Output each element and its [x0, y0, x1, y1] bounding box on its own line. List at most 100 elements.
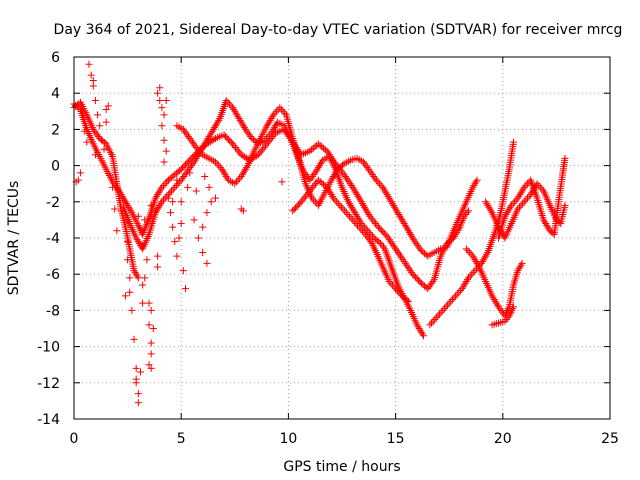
data-point-sat-a	[134, 221, 142, 229]
data-point-sat-d	[379, 183, 387, 191]
data-point-sat-c	[353, 212, 361, 220]
data-point-sat-g	[517, 261, 525, 269]
data-point-sat-c	[190, 158, 198, 166]
data-point-scatter-c	[145, 299, 153, 307]
data-point-sat-j	[501, 317, 509, 325]
data-point-sat-h	[536, 183, 544, 191]
data-point-sat-a	[399, 256, 407, 264]
data-point-sat-h	[535, 182, 543, 190]
data-point-sat-d	[332, 169, 340, 177]
data-point-sat-d	[271, 109, 279, 117]
data-point-sat-d	[221, 171, 229, 179]
data-point-sat-c	[151, 209, 159, 217]
data-point-scatter-e	[203, 209, 211, 217]
data-point-sat-c	[213, 120, 221, 128]
data-point-sat-a	[394, 248, 402, 256]
data-point-sat-b	[94, 133, 102, 141]
data-point-sat-h	[538, 185, 546, 193]
data-point-sat-c	[312, 167, 320, 175]
data-point-sat-f	[450, 294, 458, 302]
data-point-sat-d	[397, 214, 405, 222]
data-point-sat-a	[356, 196, 364, 204]
data-point-sat-f	[453, 290, 461, 298]
data-point-sat-d	[215, 162, 223, 170]
data-point-sat-c	[206, 131, 214, 139]
data-point-sat-f	[461, 279, 469, 287]
data-point-sat-e	[354, 221, 362, 229]
data-point-sat-c	[273, 120, 281, 128]
data-point-scatter-f	[109, 183, 117, 191]
data-point-sat-i	[503, 209, 511, 217]
data-point-sat-a	[316, 141, 324, 149]
data-point-sat-d	[393, 207, 401, 215]
data-point-scatter-f	[134, 212, 142, 220]
data-point-sat-e	[357, 225, 365, 233]
data-point-sat-c	[418, 330, 426, 338]
data-point-sat-a	[177, 165, 185, 173]
data-point-sat-d	[339, 161, 347, 169]
data-point-sat-b	[132, 270, 140, 278]
data-point-sat-a	[409, 270, 417, 278]
data-point-sat-a	[404, 263, 412, 271]
data-point-scatter-d	[164, 194, 172, 202]
data-point-sat-h	[520, 198, 528, 206]
data-point-sat-d	[269, 111, 277, 119]
data-point-sat-a	[380, 229, 388, 237]
data-point-sat-e	[292, 204, 300, 212]
data-point-sat-h	[485, 203, 493, 211]
data-point-sat-d	[403, 225, 411, 233]
data-point-sat-a	[222, 132, 230, 140]
data-point-sat-a	[367, 214, 375, 222]
data-point-scatter-c	[147, 350, 155, 358]
data-point-sat-e	[299, 196, 307, 204]
data-point-sat-a	[388, 239, 396, 247]
data-point-sat-b	[89, 125, 97, 133]
data-point-sat-d	[408, 232, 416, 240]
data-point-sat-e	[327, 191, 335, 199]
y-tick-label: -10	[37, 340, 60, 356]
data-point-sat-g	[471, 256, 479, 264]
data-point-sat-a	[309, 144, 317, 152]
data-point-sat-c	[185, 165, 193, 173]
data-point-sat-d	[366, 167, 374, 175]
data-point-sat-d	[412, 239, 420, 247]
data-point-sat-j	[505, 312, 513, 320]
data-point-sat-a	[405, 265, 413, 273]
data-point-sat-c	[315, 162, 323, 170]
data-point-sat-h	[522, 196, 530, 204]
data-point-sat-e	[392, 285, 400, 293]
data-point-sat-c	[200, 142, 208, 150]
data-point-sat-a	[160, 182, 168, 190]
data-point-sat-e	[289, 207, 297, 215]
data-point-sat-g	[470, 254, 478, 262]
data-point-scatter-d	[177, 220, 185, 228]
data-point-sat-i	[543, 221, 551, 229]
data-point-sat-e	[395, 288, 403, 296]
data-point-scatter-a	[83, 138, 91, 146]
data-point-sat-d	[359, 158, 367, 166]
data-point-sat-f	[426, 321, 434, 329]
data-point-sat-e	[370, 243, 378, 251]
data-point-sat-i	[517, 189, 525, 197]
data-point-sat-g	[518, 259, 526, 267]
data-point-sat-h	[482, 198, 490, 206]
data-point-scatter-d	[160, 136, 168, 144]
data-point-sat-a	[236, 149, 244, 157]
data-point-sat-f	[478, 258, 486, 266]
data-point-sat-a	[406, 267, 414, 275]
data-point-sat-h	[523, 194, 531, 202]
data-point-sat-a	[220, 131, 228, 139]
data-point-sat-a	[181, 161, 189, 169]
data-point-sat-d	[400, 220, 408, 228]
data-point-sat-d	[212, 158, 220, 166]
data-point-sat-e	[404, 297, 412, 305]
data-point-sat-d	[410, 236, 418, 244]
data-point-scatter-b	[134, 390, 142, 398]
data-point-scatter-d	[173, 252, 181, 260]
data-point-sat-g	[514, 267, 522, 275]
data-point-sat-e	[309, 183, 317, 191]
data-point-sat-j	[510, 303, 518, 311]
data-point-sat-e	[387, 279, 395, 287]
data-point-sat-c	[174, 180, 182, 188]
